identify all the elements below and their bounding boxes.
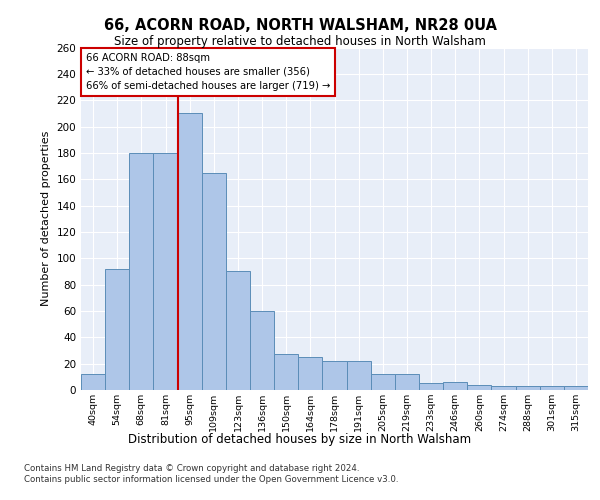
Bar [81,374,105,390]
Text: Distribution of detached houses by size in North Walsham: Distribution of detached houses by size … [128,432,472,446]
Bar [178,114,202,390]
Bar [419,384,443,390]
Bar [467,384,491,390]
Text: Contains public sector information licensed under the Open Government Licence v3: Contains public sector information licen… [24,475,398,484]
Bar [515,386,540,390]
Text: Contains HM Land Registry data © Crown copyright and database right 2024.: Contains HM Land Registry data © Crown c… [24,464,359,473]
Bar [395,374,419,390]
Bar [443,382,467,390]
Bar [371,374,395,390]
Text: 66 ACORN ROAD: 88sqm
← 33% of detached houses are smaller (356)
66% of semi-deta: 66 ACORN ROAD: 88sqm ← 33% of detached h… [86,52,331,90]
Bar [250,311,274,390]
Text: 66, ACORN ROAD, NORTH WALSHAM, NR28 0UA: 66, ACORN ROAD, NORTH WALSHAM, NR28 0UA [104,18,497,32]
Bar [347,361,371,390]
Y-axis label: Number of detached properties: Number of detached properties [41,131,51,306]
Text: Size of property relative to detached houses in North Walsham: Size of property relative to detached ho… [114,35,486,48]
Bar [298,357,322,390]
Bar [154,153,178,390]
Bar [105,269,129,390]
Bar [322,361,347,390]
Bar [226,272,250,390]
Bar [540,386,564,390]
Bar [202,172,226,390]
Bar [491,386,515,390]
Bar [274,354,298,390]
Bar [564,386,588,390]
Bar [129,153,154,390]
